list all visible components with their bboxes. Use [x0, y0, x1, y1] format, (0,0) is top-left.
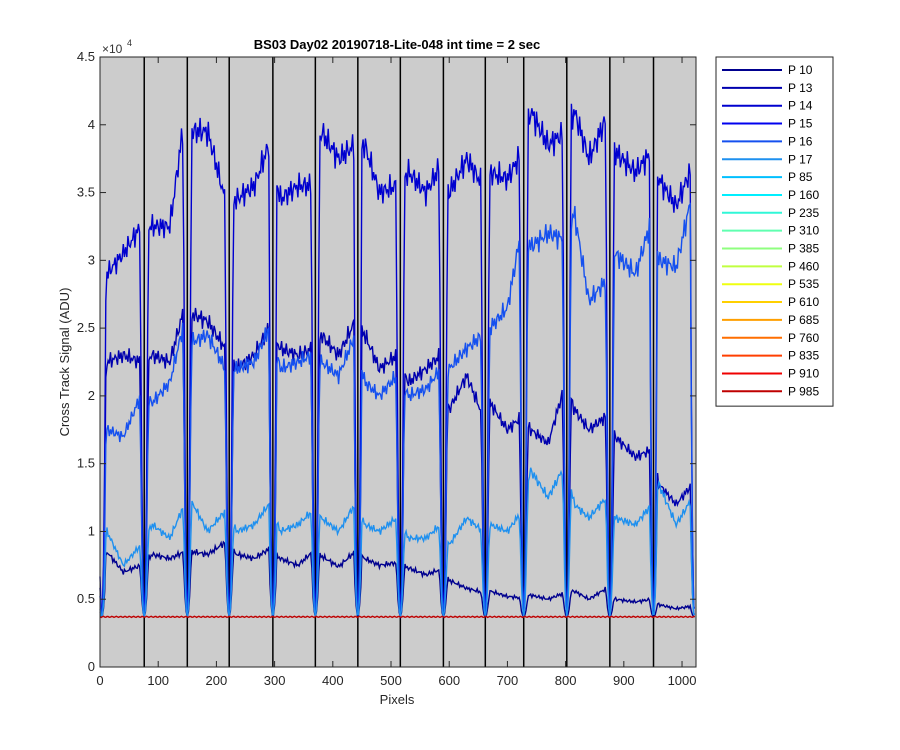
x-axis-label: Pixels	[380, 692, 415, 707]
legend-label: P 17	[788, 152, 813, 166]
x-tick-label: 900	[613, 673, 635, 688]
legend-label: P 16	[788, 134, 813, 148]
x-tick-label: 500	[380, 673, 402, 688]
y-tick-label: 2.5	[77, 320, 95, 335]
y-tick-label: 0.5	[77, 591, 95, 606]
x-tick-label: 300	[264, 673, 286, 688]
y-tick-label: 4	[88, 117, 95, 132]
legend-label: P 235	[788, 206, 819, 220]
y-tick-label: 3	[88, 252, 95, 267]
legend-label: P 535	[788, 277, 819, 291]
series-line-p-16	[99, 202, 695, 617]
x-tick-label: 800	[555, 673, 577, 688]
y-axis-label: Cross Track Signal (ADU)	[57, 288, 72, 437]
y-tick-label: 2	[88, 388, 95, 403]
legend-label: P 15	[788, 117, 813, 131]
series-line-p-14	[99, 103, 695, 617]
y-tick-label: 3.5	[77, 185, 95, 200]
series-line-p-985	[99, 615, 695, 619]
legend-label: P 685	[788, 313, 819, 327]
legend-label: P 14	[788, 99, 813, 113]
x-tick-label: 0	[96, 673, 103, 688]
x-tick-label: 1000	[668, 673, 697, 688]
x-tick-label: 400	[322, 673, 344, 688]
axis-ticks: 0 100 200 300 400 500 600 700 800 900 1000 0 0.5 1 1.5…	[77, 49, 697, 688]
plot-frame	[99, 56, 697, 668]
y-tick-label: 1	[88, 523, 95, 538]
legend-label: P 610	[788, 295, 819, 309]
series-lines	[99, 103, 695, 620]
x-tick-label: 200	[206, 673, 228, 688]
legend-label: P 10	[788, 63, 813, 77]
x-tick-label: 600	[438, 673, 460, 688]
segment-dividers	[143, 57, 655, 667]
legend-label: P 85	[788, 170, 813, 184]
series-line-p-10	[99, 540, 695, 620]
y-tick-label: 4.5	[77, 49, 95, 64]
x-tick-label: 700	[497, 673, 519, 688]
legend: P 10 P 13 P 14 P 15 P 16 P 17 P 85 P 160 P 235 P …	[715, 56, 834, 407]
x-tick-label: 100	[147, 673, 169, 688]
legend-label: P 13	[788, 81, 813, 95]
series-line-p-17	[99, 467, 695, 617]
y-tick-label: 1.5	[77, 456, 95, 471]
legend-label: P 160	[788, 188, 819, 202]
legend-label: P 835	[788, 349, 819, 363]
legend-label: P 310	[788, 224, 819, 238]
y-exponent-power: 4	[127, 38, 132, 48]
legend-label: P 385	[788, 242, 819, 256]
y-tick-label: 0	[88, 659, 95, 674]
legend-label: P 985	[788, 384, 819, 398]
legend-label: P 460	[788, 259, 819, 273]
legend-label: P 760	[788, 331, 819, 345]
y-exponent-base: ×10	[102, 42, 123, 56]
chart-title: BS03 Day02 20190718-Lite-048 int time = …	[254, 37, 541, 52]
legend-label: P 910	[788, 366, 819, 380]
